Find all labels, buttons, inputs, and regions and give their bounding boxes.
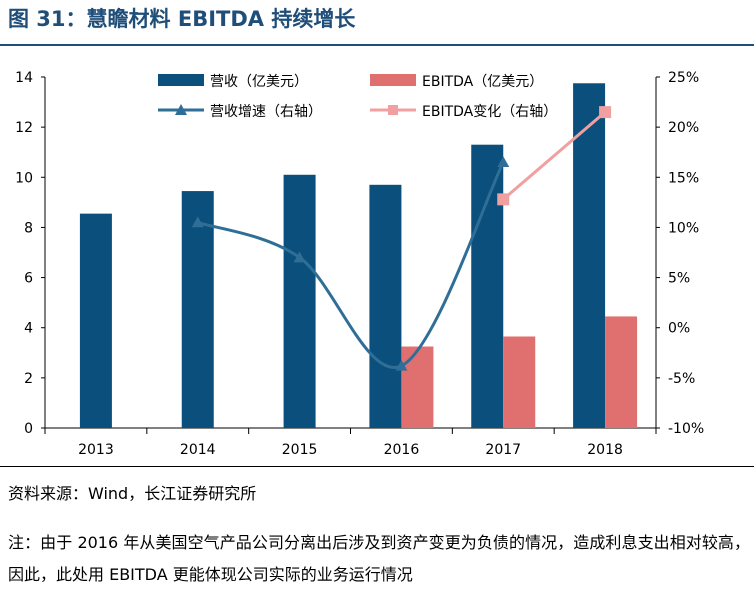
y-right-tick-label: 25% bbox=[668, 70, 699, 86]
revenue-growth-marker bbox=[497, 156, 510, 168]
legend-label: EBITDA（亿美元） bbox=[422, 74, 543, 90]
ebitda-bar bbox=[605, 316, 638, 428]
ebitda-change-line bbox=[502, 110, 607, 201]
legend-item: EBITDA（亿美元） bbox=[370, 74, 543, 90]
x-tick-label: 2016 bbox=[384, 442, 420, 458]
footnote: 注：由于 2016 年从美国空气产品公司分离出后涉及到资产变更为负债的情况，造成… bbox=[8, 533, 750, 584]
revenue-growth-marker bbox=[395, 359, 408, 371]
y-right-tick-label: 5% bbox=[668, 271, 690, 287]
ebitda-bar bbox=[503, 336, 536, 428]
revenue-bar bbox=[471, 144, 504, 428]
y-left-tick-label: 12 bbox=[15, 120, 33, 136]
y-left-tick-label: 0 bbox=[24, 421, 33, 437]
revenue-bar bbox=[369, 184, 402, 428]
y-left-tick-label: 4 bbox=[24, 321, 33, 337]
revenue-bar bbox=[283, 174, 316, 428]
title-rule bbox=[0, 44, 754, 46]
legend-label: 营收增速（右轴） bbox=[210, 104, 322, 120]
y-left-tick-label: 14 bbox=[15, 70, 33, 86]
legend-item: 营收增速（右轴） bbox=[158, 104, 322, 120]
revenue-bar bbox=[573, 83, 606, 429]
x-tick-label: 2014 bbox=[180, 442, 216, 458]
revenue-bar bbox=[79, 213, 112, 428]
revenue-growth-marker bbox=[293, 251, 306, 263]
y-right-tick-label: -5% bbox=[668, 371, 695, 387]
ebitda-change-marker bbox=[497, 193, 510, 206]
y-right-tick-label: 20% bbox=[668, 120, 699, 136]
y-right-tick-label: 15% bbox=[668, 170, 699, 186]
y-left-tick-label: 2 bbox=[24, 371, 33, 387]
chart-bottom-rule bbox=[0, 466, 754, 467]
legend-swatch bbox=[158, 74, 204, 86]
source-note: 资料来源：Wind，长江证券研究所 bbox=[8, 484, 257, 503]
y-left-tick-label: 10 bbox=[15, 170, 33, 186]
x-tick-label: 2017 bbox=[485, 442, 521, 458]
revenue-bar bbox=[181, 191, 214, 428]
x-tick-label: 2018 bbox=[587, 442, 623, 458]
figure-title: 图 31：慧瞻材料 EBITDA 持续增长 bbox=[8, 7, 356, 31]
revenue-growth-line bbox=[197, 161, 505, 369]
x-tick-label: 2015 bbox=[282, 442, 318, 458]
legend-label: 营收（亿美元） bbox=[210, 74, 308, 90]
legend-marker bbox=[175, 104, 187, 115]
legend-item: EBITDA变化（右轴） bbox=[370, 104, 557, 120]
y-left-tick-label: 6 bbox=[24, 271, 33, 287]
ebitda-change-marker bbox=[599, 106, 612, 119]
combo-chart: 0 2 4 6 8 10 12 14 -10% -5% 0% 5% 10% 15% 20% 25% 2013 20… bbox=[15, 70, 704, 458]
legend-label: EBITDA变化（右轴） bbox=[422, 104, 557, 120]
y-right-tick-label: 0% bbox=[668, 321, 690, 337]
y-left-tick-label: 8 bbox=[24, 220, 33, 236]
legend-marker bbox=[388, 105, 398, 115]
legend-swatch bbox=[370, 74, 416, 86]
x-tick-label: 2013 bbox=[78, 442, 114, 458]
y-right-tick-label: -10% bbox=[668, 421, 704, 437]
legend-item: 营收（亿美元） bbox=[158, 74, 308, 90]
revenue-growth-marker bbox=[191, 216, 204, 228]
y-right-tick-label: 10% bbox=[668, 220, 699, 236]
ebitda-bar bbox=[401, 346, 434, 428]
